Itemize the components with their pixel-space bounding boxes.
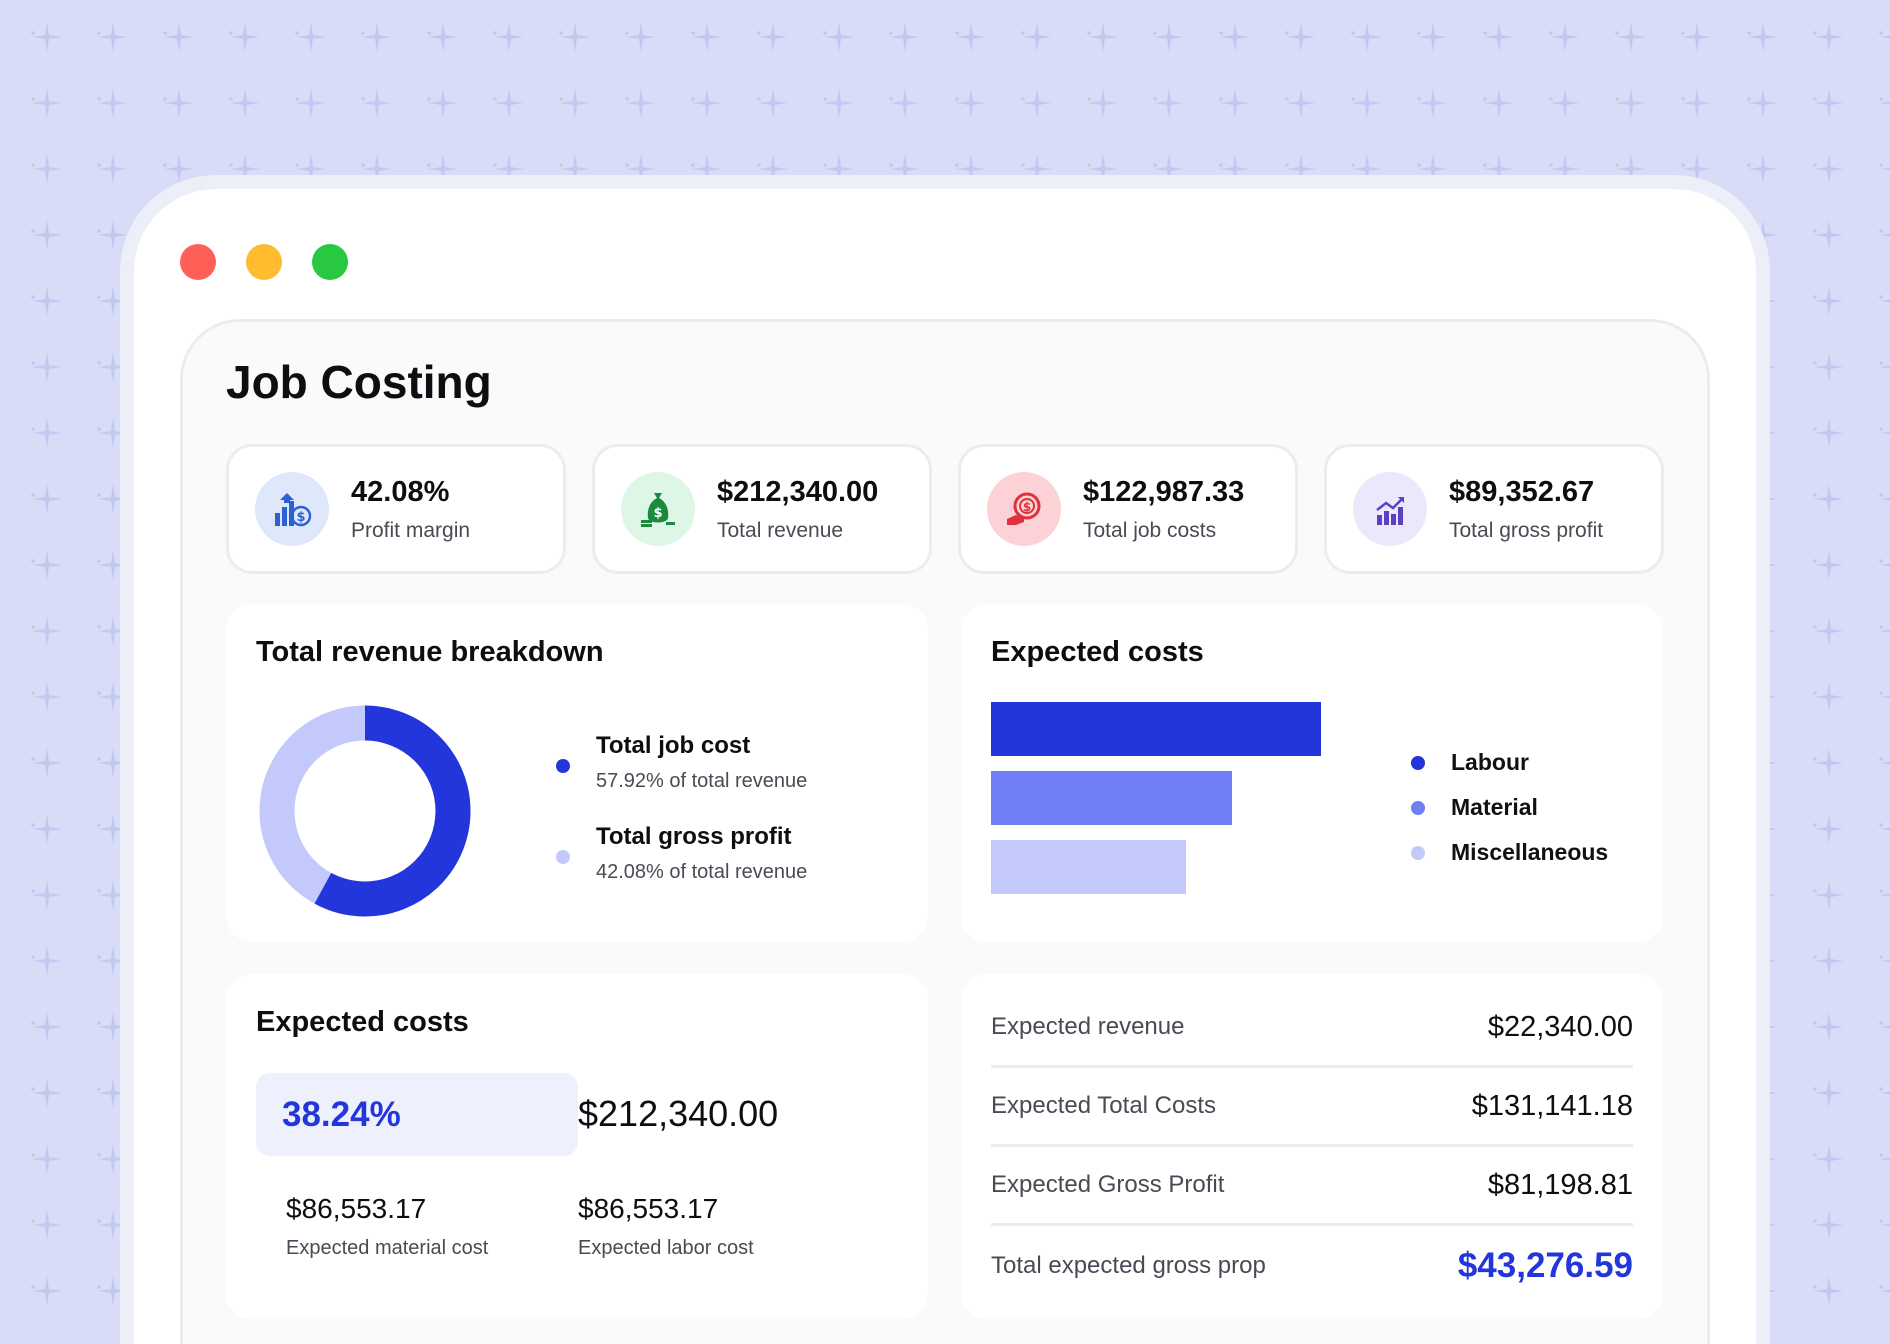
app-window: Job Costing $ 42.08% Profit margin — [120, 175, 1770, 1344]
summary-value-highlight: $43,276.59 — [1457, 1245, 1633, 1285]
kpi-label: Profit margin — [351, 518, 471, 542]
summary-value: $131,141.18 — [1471, 1089, 1633, 1122]
window-controls — [180, 244, 348, 280]
labor-cost-block: $86,553.17 Expected labor cost — [578, 1193, 754, 1260]
kpi-card-total-revenue[interactable]: $ $212,340.00 Total revenue — [592, 444, 932, 574]
expected-costs-chart-card: Expected costs Labour Material Miscellan… — [961, 604, 1663, 942]
legend-dot — [556, 759, 570, 773]
donut-legend: Total job cost 57.92% of total revenue T… — [556, 732, 807, 884]
legend-item-material: Material — [1411, 785, 1608, 830]
material-cost-value: $86,553.17 — [286, 1193, 427, 1224]
close-window-button[interactable] — [180, 244, 216, 280]
kpi-card-total-gross-profit[interactable]: $89,352.67 Total gross profit — [1324, 444, 1664, 574]
maximize-window-button[interactable] — [312, 244, 348, 280]
bar-material — [991, 771, 1232, 825]
legend-sub: 57.92% of total revenue — [596, 770, 808, 792]
summary-label: Total expected gross prop — [991, 1251, 1266, 1279]
page-title: Job Costing — [226, 356, 492, 408]
summary-value: $81,198.81 — [1487, 1168, 1633, 1201]
kpi-label: Total revenue — [717, 518, 844, 542]
kpi-row: $ 42.08% Profit margin $ — [226, 444, 1664, 574]
minimize-window-button[interactable] — [246, 244, 282, 280]
svg-text:$: $ — [653, 506, 662, 521]
legend-item-miscellaneous: Miscellaneous — [1411, 830, 1608, 875]
legend-dot — [1411, 755, 1425, 770]
summary-row-expected-revenue: Expected revenue $22,340.00 — [991, 989, 1633, 1068]
percent-badge: 38.24% — [256, 1073, 578, 1156]
kpi-card-total-job-costs[interactable]: $ $122,987.33 Total job costs — [958, 444, 1298, 574]
legend-dot — [556, 850, 570, 864]
profit-chart-icon: $ — [255, 472, 329, 546]
revenue-breakdown-card: Total revenue breakdown Total job cost 5… — [226, 604, 928, 942]
legend-dot — [1411, 845, 1425, 860]
expected-costs-summary-card: Expected costs 38.24% $212,340.00 $86,55… — [226, 974, 928, 1319]
legend-sub: 42.08% of total revenue — [596, 861, 808, 883]
material-cost-block: $86,553.17 Expected material cost — [286, 1193, 488, 1260]
summary-row-expected-gross-profit: Expected Gross Profit $81,198.81 — [991, 1147, 1633, 1226]
labor-cost-value: $86,553.17 — [578, 1193, 719, 1224]
bar-chart — [991, 702, 1321, 894]
summary-label: Expected Total Costs — [991, 1092, 1217, 1119]
expected-total: $212,340.00 — [578, 1093, 779, 1134]
money-bag-icon: $ — [621, 472, 695, 546]
card-title: Expected costs — [256, 1006, 469, 1038]
kpi-value: $212,340.00 — [717, 475, 879, 508]
bar-labour — [991, 702, 1321, 756]
cost-coin-icon: $ — [987, 472, 1061, 546]
svg-text:$: $ — [296, 510, 305, 525]
expected-summary-list-card: Expected revenue $22,340.00 Expected Tot… — [961, 974, 1663, 1319]
material-cost-label: Expected material cost — [286, 1237, 489, 1259]
legend-label: Total gross profit — [596, 823, 792, 850]
svg-text:$: $ — [1023, 500, 1031, 514]
percent-value: 38.24% — [282, 1094, 401, 1134]
legend-label: Miscellaneous — [1451, 839, 1609, 865]
job-costing-panel: Job Costing $ 42.08% Profit margin — [180, 319, 1710, 1344]
summary-label: Expected revenue — [991, 1013, 1185, 1040]
kpi-label: Total job costs — [1083, 518, 1217, 542]
legend-item-gross-profit: Total gross profit 42.08% of total reven… — [556, 823, 807, 884]
kpi-value: $122,987.33 — [1083, 475, 1245, 508]
summary-label: Expected Gross Profit — [991, 1171, 1225, 1198]
kpi-label: Total gross profit — [1449, 518, 1604, 542]
revenue-donut-chart — [259, 705, 471, 917]
kpi-card-profit-margin[interactable]: $ 42.08% Profit margin — [226, 444, 566, 574]
growth-chart-icon — [1353, 472, 1427, 546]
kpi-value: 42.08% — [351, 475, 450, 508]
card-title: Total revenue breakdown — [256, 636, 604, 668]
donut-slice-job-cost — [259, 705, 471, 917]
card-title: Expected costs — [991, 636, 1204, 668]
legend-label: Material — [1451, 794, 1538, 820]
legend-dot — [1411, 800, 1425, 815]
legend-item-labour: Labour — [1411, 740, 1608, 785]
summary-value: $22,340.00 — [1487, 1010, 1633, 1043]
summary-row-total-expected-gross-prop: Total expected gross prop $43,276.59 — [991, 1226, 1633, 1305]
bar-legend: Labour Material Miscellaneous — [1411, 740, 1608, 875]
legend-label: Total job cost — [596, 732, 751, 759]
kpi-value: $89,352.67 — [1449, 475, 1595, 508]
bar-miscellaneous — [991, 840, 1186, 894]
labor-cost-label: Expected labor cost — [578, 1237, 754, 1259]
summary-row-expected-total-costs: Expected Total Costs $131,141.18 — [991, 1068, 1633, 1147]
legend-item-job-cost: Total job cost 57.92% of total revenue — [556, 732, 807, 793]
legend-label: Labour — [1451, 749, 1529, 775]
